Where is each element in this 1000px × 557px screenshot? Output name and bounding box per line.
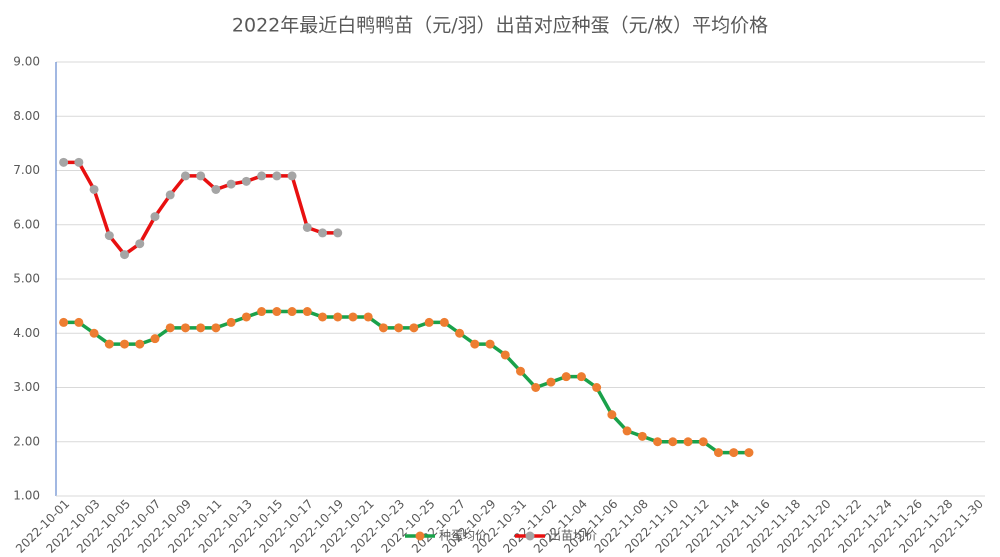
- legend-marker: [525, 531, 535, 541]
- chart-title: 2022年最近白鸭鸭苗（元/羽）出苗对应种蛋（元/枚）平均价格: [232, 15, 768, 37]
- y-tick-label: 6.00: [13, 217, 40, 231]
- legend-marker: [415, 531, 425, 541]
- point: [196, 171, 206, 181]
- point: [531, 383, 541, 392]
- point: [287, 171, 297, 181]
- point: [333, 312, 343, 322]
- point: [226, 179, 236, 189]
- y-tick-label: 1.00: [13, 489, 40, 503]
- y-tick-label: 2.00: [13, 434, 40, 448]
- point: [592, 383, 602, 392]
- y-tick-label: 4.00: [13, 326, 40, 340]
- point: [653, 437, 663, 447]
- point: [211, 323, 221, 333]
- point: [698, 437, 708, 447]
- point: [333, 228, 343, 238]
- point: [516, 366, 525, 376]
- point: [607, 410, 617, 420]
- point: [683, 437, 693, 447]
- point: [485, 339, 495, 349]
- point: [318, 228, 328, 238]
- point: [272, 171, 282, 181]
- point: [287, 307, 297, 317]
- point: [241, 312, 251, 322]
- point: [89, 184, 99, 194]
- point: [622, 426, 632, 436]
- point: [455, 328, 465, 338]
- point: [744, 448, 754, 458]
- point: [196, 323, 206, 333]
- point: [89, 328, 99, 338]
- point: [150, 334, 160, 344]
- point: [394, 323, 404, 333]
- point: [729, 448, 739, 458]
- point: [104, 339, 114, 349]
- point: [74, 317, 84, 327]
- point: [150, 212, 160, 222]
- point: [165, 323, 175, 333]
- point: [226, 317, 236, 327]
- point: [318, 312, 328, 322]
- point: [348, 312, 358, 322]
- point: [713, 448, 723, 458]
- point: [165, 190, 175, 200]
- point: [59, 157, 69, 167]
- point: [500, 350, 510, 360]
- point: [59, 317, 69, 327]
- point: [409, 323, 419, 333]
- legend-label: 种蛋均价: [439, 529, 487, 543]
- point: [302, 222, 312, 232]
- point: [668, 437, 678, 447]
- y-tick-label: 9.00: [13, 55, 40, 69]
- point: [272, 307, 282, 317]
- point: [378, 323, 388, 333]
- legend-label: 出苗均价: [549, 529, 597, 543]
- point: [561, 372, 571, 382]
- point: [637, 431, 647, 441]
- point: [424, 317, 434, 327]
- point: [470, 339, 480, 349]
- point: [241, 176, 251, 186]
- point: [576, 372, 586, 382]
- series-line: [63, 309, 749, 455]
- y-tick-label: 7.00: [13, 163, 40, 177]
- point: [135, 239, 145, 249]
- point: [180, 323, 190, 333]
- point: [257, 307, 267, 317]
- point: [302, 307, 312, 317]
- y-tick-label: 5.00: [13, 272, 40, 286]
- point: [211, 184, 221, 194]
- y-tick-label: 3.00: [13, 380, 40, 394]
- point: [104, 231, 114, 241]
- point: [120, 339, 130, 349]
- point: [120, 250, 130, 260]
- point: [546, 377, 556, 387]
- point: [439, 317, 449, 327]
- point: [135, 339, 145, 349]
- point: [363, 312, 373, 322]
- y-tick-label: 8.00: [13, 109, 40, 123]
- point: [180, 171, 190, 181]
- point: [257, 171, 267, 181]
- point: [74, 157, 84, 167]
